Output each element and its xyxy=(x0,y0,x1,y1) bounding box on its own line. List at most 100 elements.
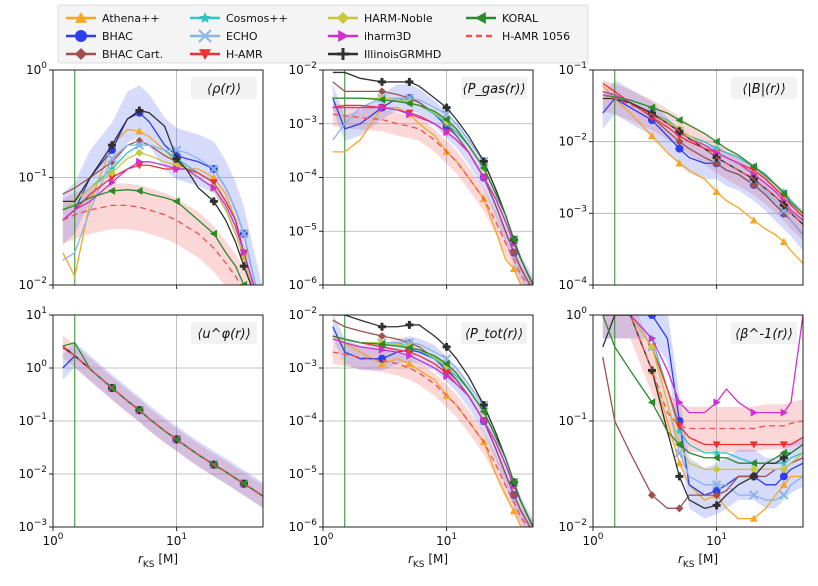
data-point xyxy=(509,507,518,515)
data-point xyxy=(647,103,656,112)
legend-marker xyxy=(338,30,349,42)
plot-area xyxy=(62,315,263,527)
y-tick-label: 10−5 xyxy=(288,465,317,481)
data-point xyxy=(712,137,720,146)
y-tick-label: 10−2 xyxy=(558,518,587,534)
legend-marker xyxy=(75,12,87,23)
y-tick-label: 100 xyxy=(26,61,47,77)
panel-label-box xyxy=(191,322,257,344)
panel: 10−2 10−1 100 100 101 rKS [M] ⟨β^-1(r)⟩ xyxy=(558,306,804,570)
legend-marker xyxy=(75,30,87,42)
data-point xyxy=(239,262,248,271)
legend-entry: Cosmos++ xyxy=(190,12,288,25)
data-point xyxy=(749,472,758,481)
y-tick-label: 10−1 xyxy=(558,61,587,77)
legend-entry: H-AMR 1056 xyxy=(466,30,570,43)
data-point xyxy=(107,141,116,150)
data-point xyxy=(675,132,684,140)
y-tick-label: 10−3 xyxy=(18,518,47,534)
data-point xyxy=(675,159,684,167)
data-point xyxy=(509,491,518,500)
panel-label: ⟨u^φ(r)⟩ xyxy=(197,327,250,342)
data-point xyxy=(135,148,144,157)
legend-entry: iharm3D xyxy=(328,30,411,43)
data-point xyxy=(377,95,386,104)
data-point xyxy=(377,340,386,349)
data-point xyxy=(136,157,144,166)
x-tick-label: 101 xyxy=(166,532,187,548)
uncertainty-band xyxy=(62,85,262,285)
legend-entry: ECHO xyxy=(190,29,258,43)
y-tick-label: 10−4 xyxy=(288,412,317,428)
legend-entry: IllinoisGRMHD xyxy=(328,48,441,61)
data-point xyxy=(107,186,116,195)
data-point xyxy=(779,472,788,481)
legend-entry: H-AMR xyxy=(190,48,263,61)
data-point xyxy=(712,465,721,474)
x-axis-label: rKS [M] xyxy=(138,552,178,570)
y-tick-label: 100 xyxy=(26,359,47,375)
data-point xyxy=(479,157,488,166)
plot-area xyxy=(602,315,803,527)
data-point xyxy=(135,127,144,135)
legend-marker xyxy=(198,29,212,43)
legend-entry: BHAC Cart. xyxy=(66,48,163,61)
panel: 10−4 10−3 10−2 10−1 ⟨|B|(r)⟩ xyxy=(558,61,804,292)
data-point xyxy=(377,332,386,341)
data-point xyxy=(480,417,488,425)
x-tick-label: 101 xyxy=(436,532,457,548)
y-tick-label: 10−1 xyxy=(18,169,47,185)
y-tick-label: 10−2 xyxy=(288,61,317,77)
panel-label: ⟨|B|(r)⟩ xyxy=(742,82,785,97)
data-point xyxy=(675,504,684,513)
y-tick-label: 10−3 xyxy=(288,115,317,131)
data-point xyxy=(405,320,414,329)
data-point xyxy=(675,144,684,153)
legend-label: KORAL xyxy=(502,12,539,25)
data-point xyxy=(509,248,518,257)
series-line xyxy=(602,94,803,225)
legend-marker xyxy=(199,49,211,60)
data-point xyxy=(712,453,720,462)
x-tick-label: 100 xyxy=(312,532,333,548)
data-point xyxy=(749,490,759,500)
data-point xyxy=(443,372,451,381)
data-point xyxy=(749,216,758,224)
data-point xyxy=(712,486,721,495)
x-tick-label: 100 xyxy=(42,532,63,548)
legend-marker xyxy=(75,48,87,60)
series-line xyxy=(332,113,530,285)
panel-label-box xyxy=(461,322,527,344)
y-tick-label: 10−3 xyxy=(558,204,587,220)
data-point xyxy=(107,174,116,182)
y-tick-label: 10−5 xyxy=(288,222,317,238)
data-point xyxy=(172,435,180,444)
legend-entry: KORAL xyxy=(466,12,539,25)
data-point xyxy=(134,140,145,150)
series-line xyxy=(332,351,530,527)
panel-label-box xyxy=(731,77,797,99)
data-point xyxy=(107,153,117,164)
data-point xyxy=(675,116,683,125)
series-line xyxy=(332,106,533,285)
panel-label: ⟨ρ(r)⟩ xyxy=(207,82,241,97)
y-tick-label: 10−2 xyxy=(288,306,317,322)
data-point xyxy=(647,315,656,319)
legend-marker xyxy=(337,12,349,24)
data-point xyxy=(749,180,758,189)
data-point xyxy=(675,427,684,435)
data-point xyxy=(712,491,721,500)
legend-label: IllinoisGRMHD xyxy=(364,48,441,61)
data-point xyxy=(209,197,218,206)
data-point xyxy=(647,131,656,140)
panel: 10−6 10−5 10−4 10−3 10−2 ⟨P_gas(r)⟩ xyxy=(288,61,534,292)
data-point xyxy=(779,441,788,449)
data-point xyxy=(712,441,721,449)
y-tick-label: 10−2 xyxy=(18,465,47,481)
panel-label-box xyxy=(191,77,257,99)
data-point xyxy=(378,103,386,112)
panel-label: ⟨P_gas(r)⟩ xyxy=(463,82,526,97)
data-point xyxy=(443,128,451,137)
x-axis-label: rKS [M] xyxy=(408,552,448,570)
